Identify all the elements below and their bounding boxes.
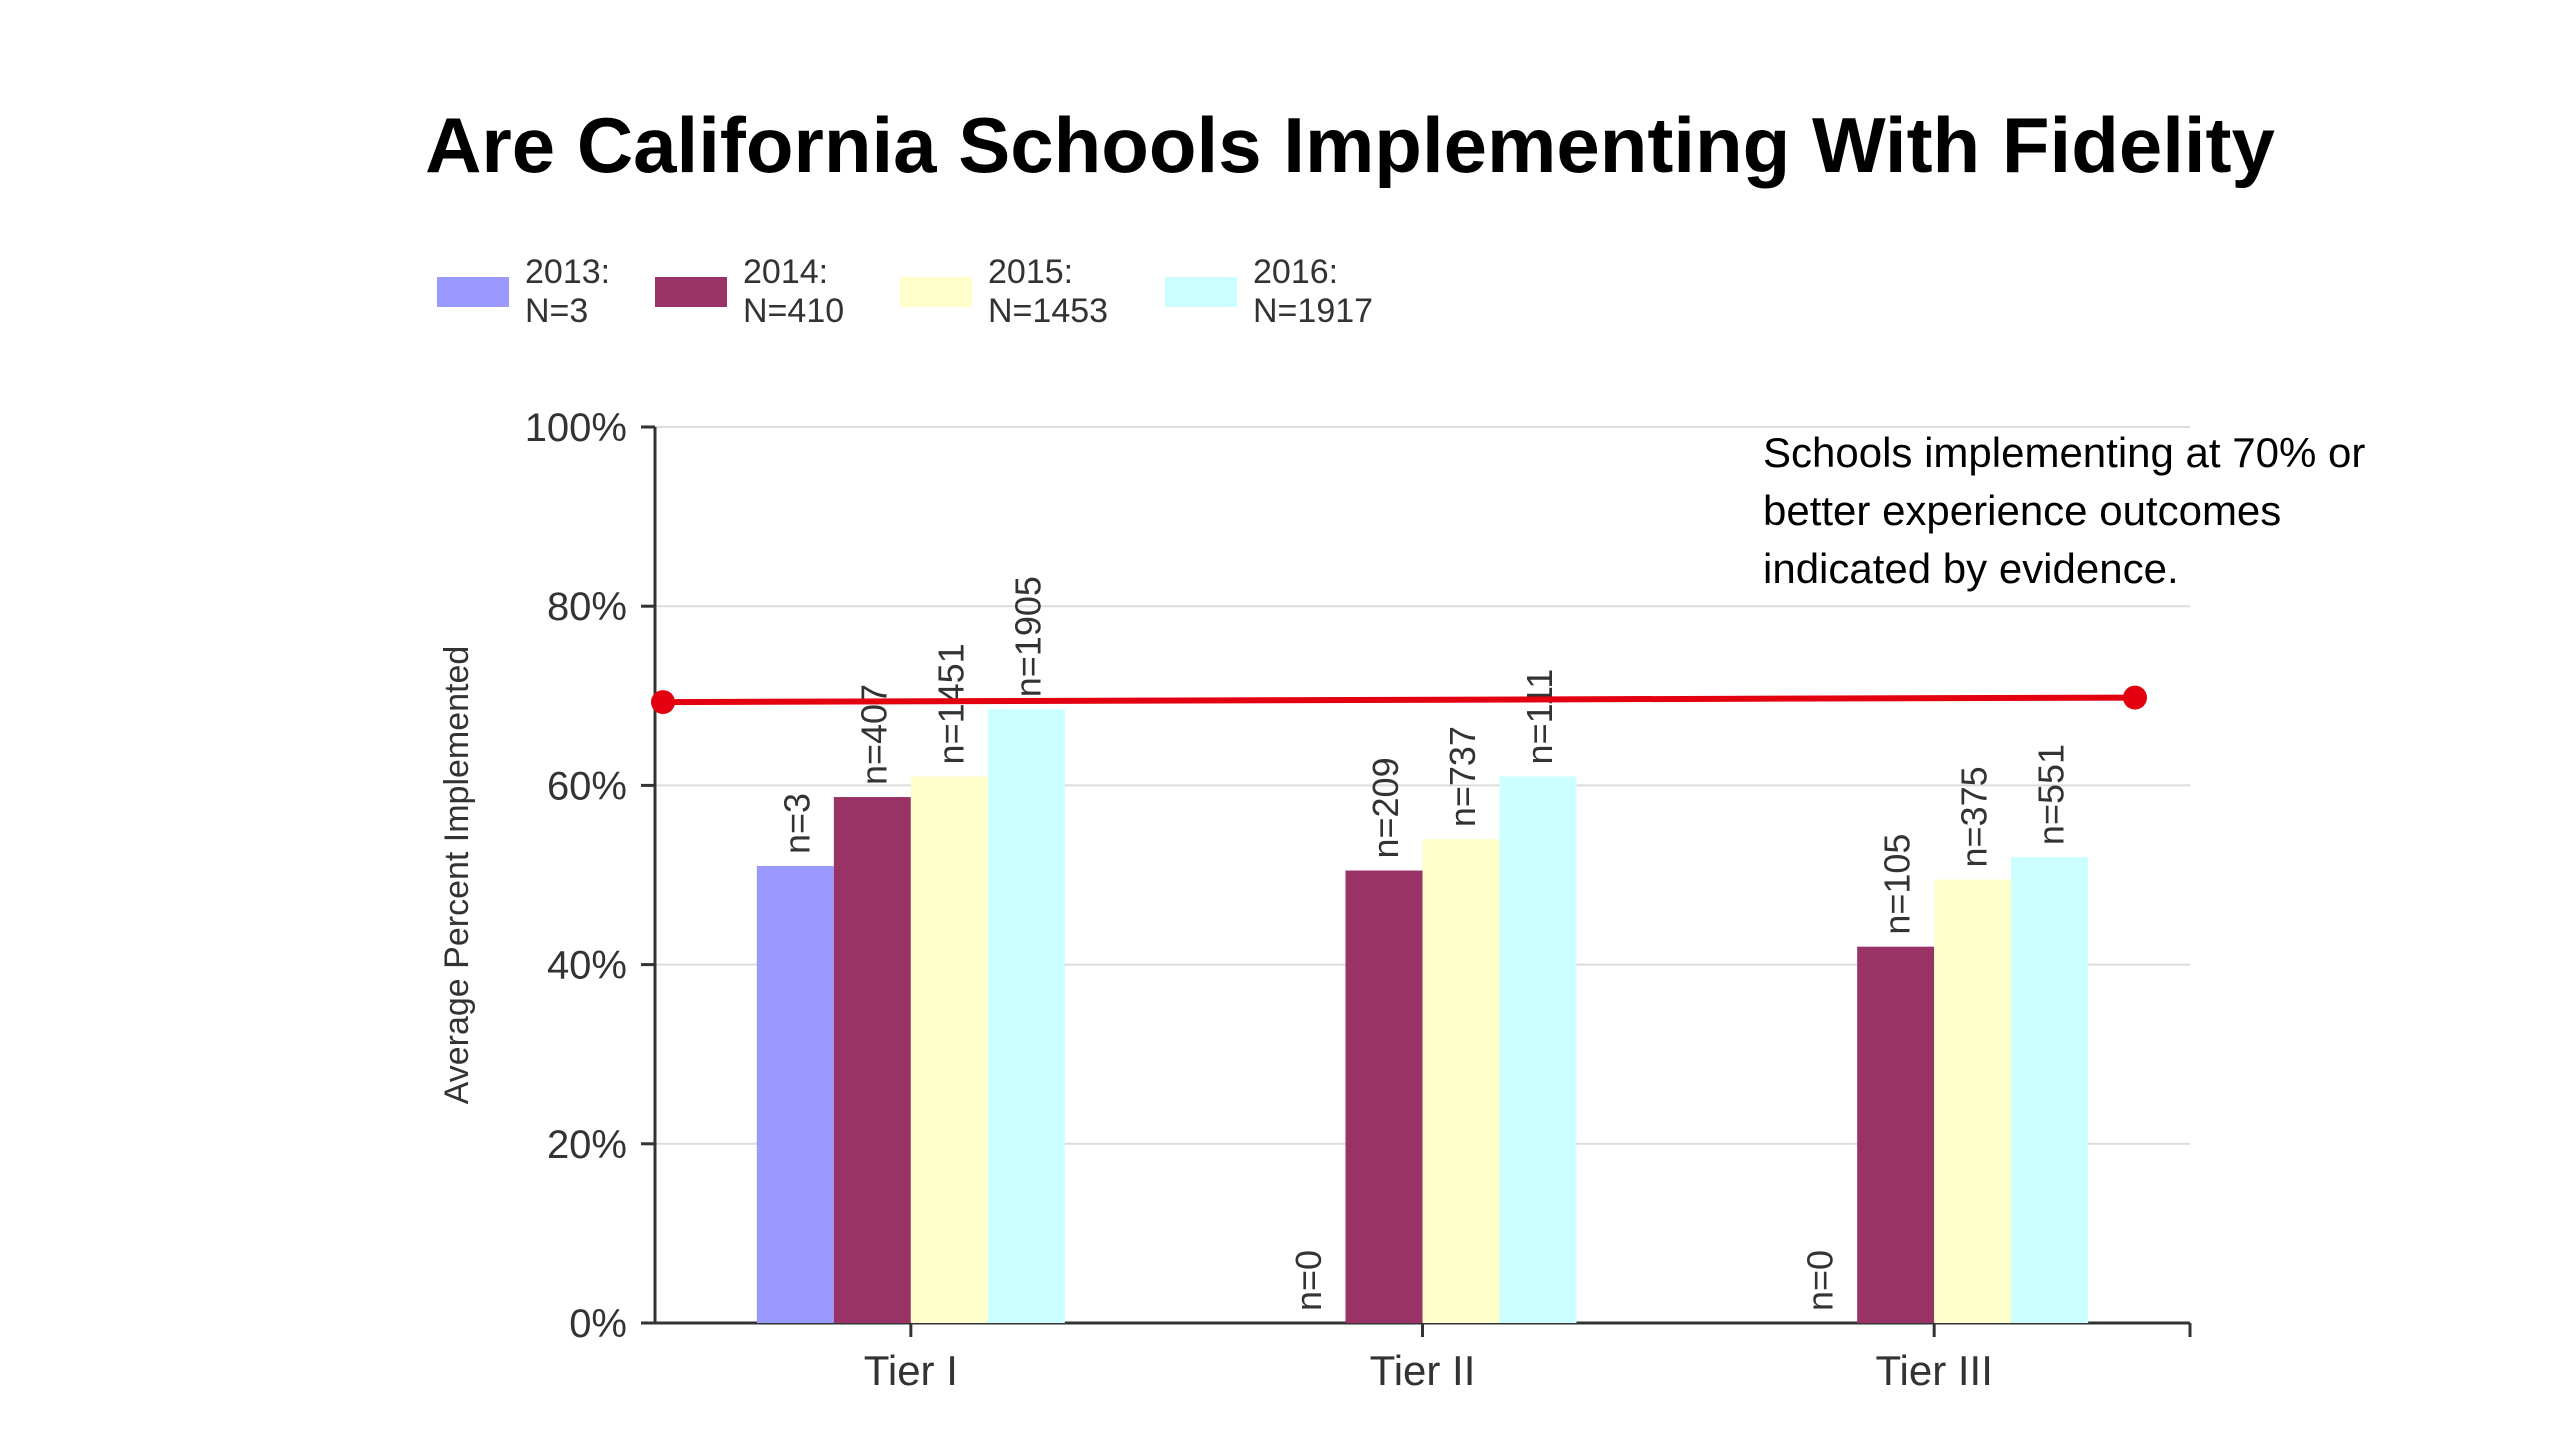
bar: [1345, 870, 1423, 1323]
bar: [987, 709, 1065, 1323]
x-tick-label: Tier II: [1370, 1347, 1476, 1394]
bar: [1857, 946, 1935, 1323]
legend-label: 2013:: [525, 253, 610, 291]
y-axis-label: Average Percent Implemented: [438, 646, 476, 1105]
data-label: n=105: [1877, 834, 1918, 935]
legend-swatch: [1165, 277, 1237, 307]
reference-line-end-point: [2123, 685, 2147, 710]
bar: [833, 797, 911, 1323]
annotation-line: better experience outcomes: [1763, 487, 2282, 534]
legend-swatch: [437, 277, 509, 307]
y-tick-label: 20%: [547, 1123, 627, 1167]
bar: [1422, 839, 1500, 1323]
annotation-text: Schools implementing at 70% or better ex…: [1763, 424, 2483, 598]
y-tick-label: 80%: [547, 585, 627, 629]
x-tick-label: Tier III: [1875, 1347, 1992, 1394]
legend-swatch: [900, 277, 972, 307]
reference-line-start-point: [651, 690, 675, 715]
bar: [910, 776, 988, 1323]
data-label: n=1905: [1007, 576, 1048, 697]
data-label: n=551: [2031, 744, 2072, 845]
bar: [756, 866, 834, 1323]
y-tick-label: 60%: [547, 764, 627, 808]
legend-label: 2015:: [988, 253, 1073, 291]
annotation-line: indicated by evidence.: [1763, 545, 2179, 592]
bar: [1499, 776, 1577, 1323]
data-label: n=3: [776, 793, 817, 854]
legend-label: 2016:: [1253, 253, 1338, 291]
bar: [1934, 879, 2012, 1323]
data-label: n=375: [1954, 766, 1995, 867]
data-label: n=737: [1442, 726, 1483, 827]
legend-sublabel: N=1453: [988, 292, 1108, 330]
legend-sublabel: N=410: [743, 292, 844, 330]
legend-sublabel: N=1917: [1253, 292, 1373, 330]
slide-title: Are California Schools Implementing With…: [425, 101, 2275, 189]
y-tick-label: 40%: [547, 944, 627, 988]
reference-line: [662, 694, 2136, 706]
legend-swatch: [655, 277, 727, 307]
y-tick-label: 100%: [525, 406, 627, 450]
data-label: n=0: [1288, 1250, 1329, 1311]
data-label: n=111: [1519, 669, 1560, 765]
legend-sublabel: N=3: [525, 292, 588, 330]
data-label: n=0: [1800, 1250, 1841, 1311]
legend-label: 2014:: [743, 253, 828, 291]
x-tick-label: Tier I: [864, 1347, 958, 1394]
y-tick-label: 0%: [569, 1302, 627, 1346]
annotation-line: Schools implementing at 70% or: [1763, 429, 2366, 476]
data-label: n=209: [1365, 757, 1406, 858]
bar: [2011, 857, 2089, 1323]
